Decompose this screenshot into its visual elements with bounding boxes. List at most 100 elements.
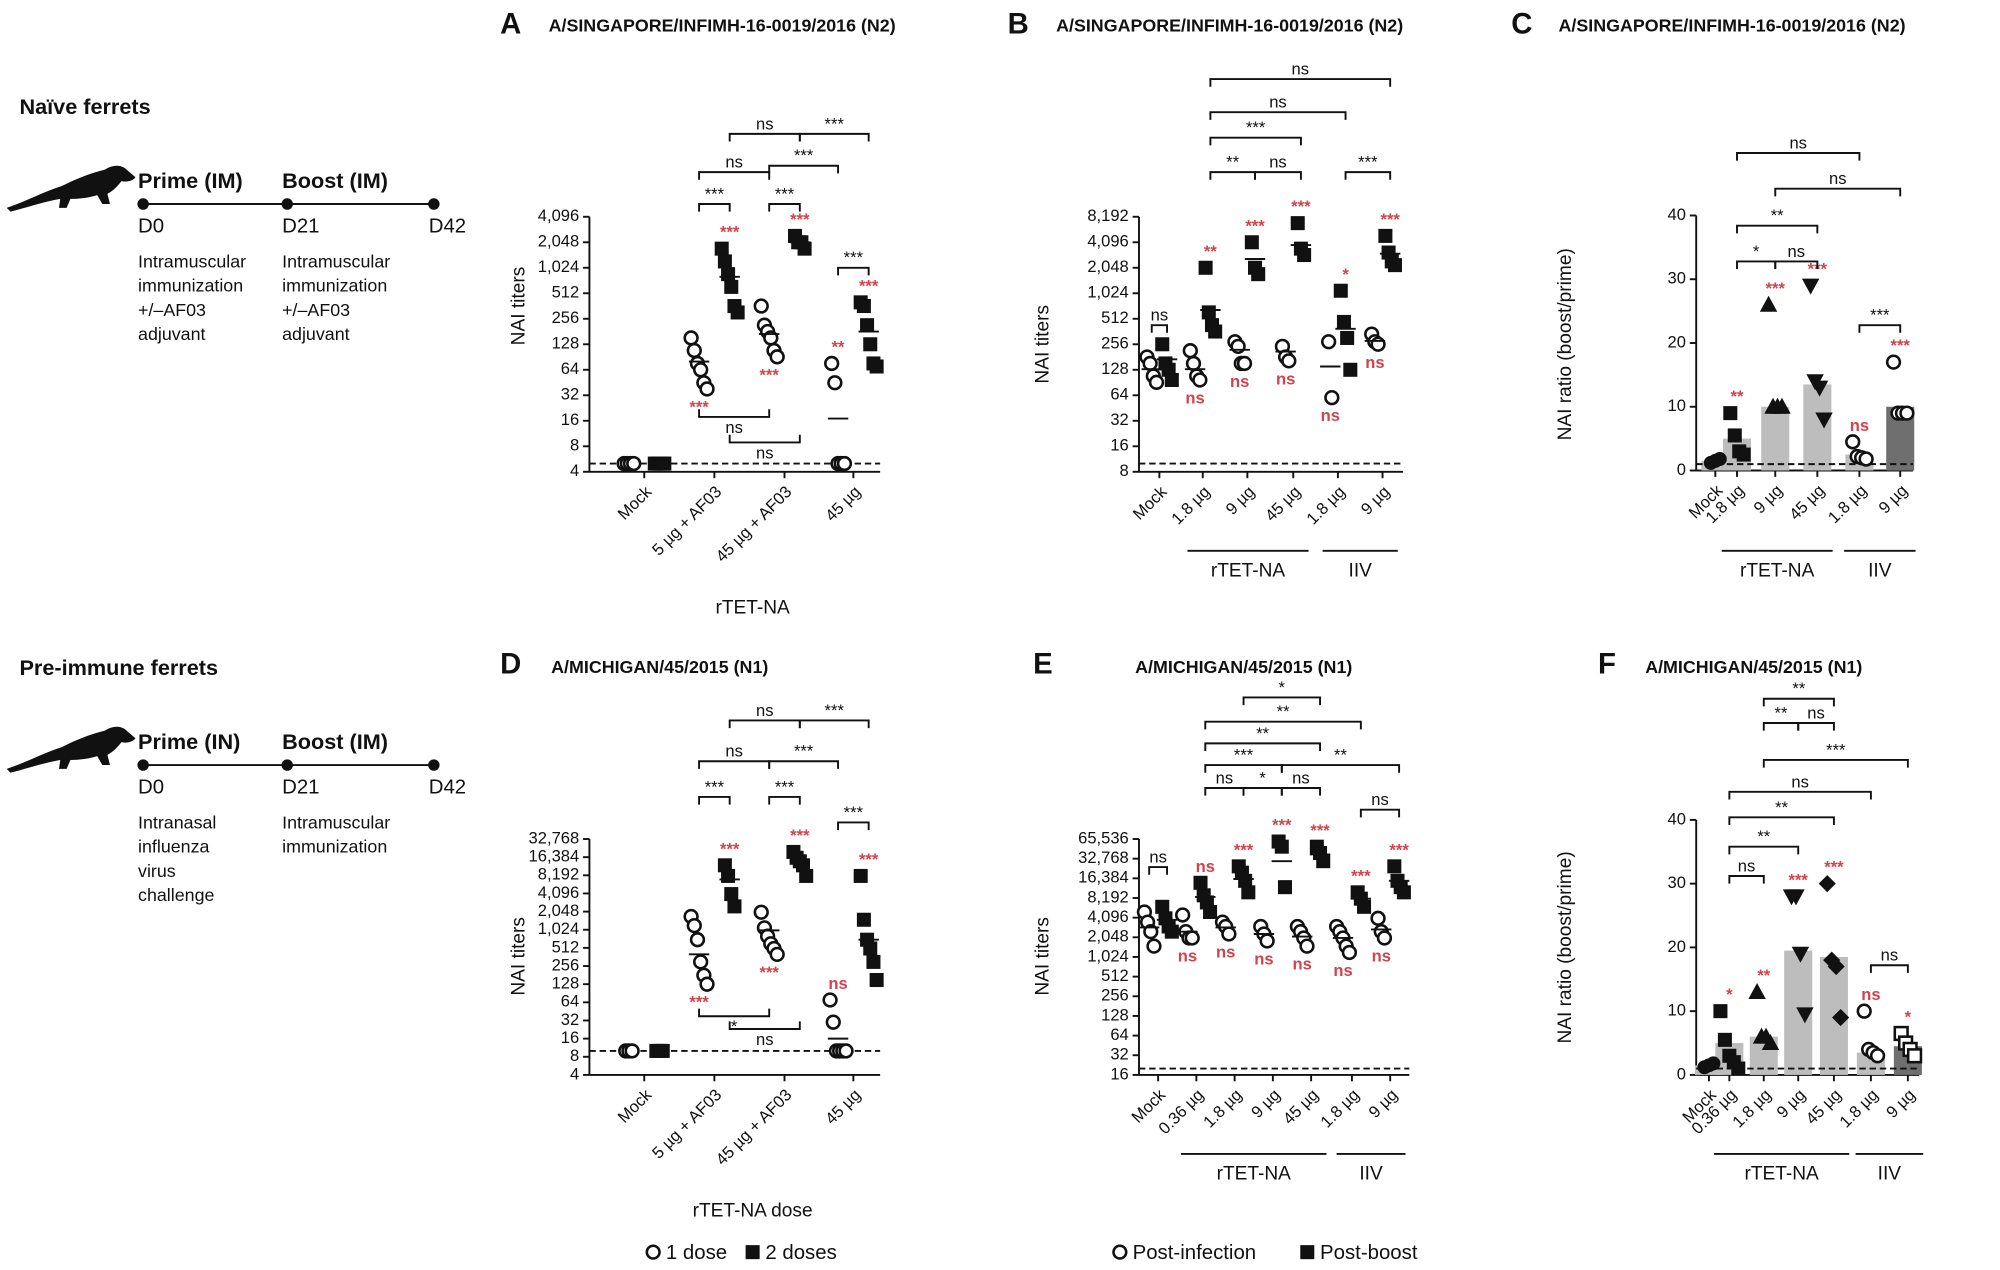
panel-title: A/SINGAPORE/INFIMH-16-0019/2016 (N2) — [1056, 15, 1403, 35]
bracket — [768, 164, 840, 174]
significance-label: *** — [720, 223, 740, 242]
significance-label: ns — [1372, 946, 1391, 965]
significance-label: *** — [1789, 870, 1809, 889]
group-label: rTET-NA — [1744, 1163, 1819, 1184]
point — [1827, 957, 1845, 976]
bracket — [1736, 260, 1777, 270]
bracket-label: *** — [1826, 740, 1846, 759]
point — [1333, 283, 1348, 298]
bracket-label: ns — [1807, 703, 1824, 722]
point — [863, 337, 878, 352]
bracket — [1280, 764, 1401, 773]
significance-label: *** — [1891, 336, 1911, 355]
legend-label: 2 doses — [765, 1242, 836, 1264]
bracket — [1728, 875, 1765, 884]
y-tick-label: 512 — [1101, 308, 1129, 327]
y-tick-label: 4,096 — [1087, 232, 1128, 251]
point — [1712, 452, 1727, 467]
point — [769, 946, 785, 963]
x-tick-label: 1.8 µg — [1729, 1085, 1775, 1131]
bracket — [837, 821, 870, 831]
bracket-label: ns — [756, 114, 774, 133]
panel-letter: E — [1033, 647, 1053, 680]
point — [1845, 434, 1861, 450]
y-tick-label: 256 — [1101, 334, 1129, 353]
point — [721, 868, 736, 883]
bracket-label: ** — [1256, 724, 1269, 743]
significance-label: *** — [859, 850, 879, 869]
significance-label: *** — [689, 397, 709, 416]
point — [1706, 1056, 1721, 1071]
bracket-label: ns — [1788, 242, 1806, 261]
y-tick-label: 128 — [552, 974, 580, 993]
significance-label: *** — [1234, 840, 1254, 859]
point — [853, 868, 868, 883]
significance-label: *** — [1351, 866, 1371, 885]
bracket — [837, 266, 870, 276]
point — [1748, 983, 1766, 1000]
group-label: rTET-NA — [1217, 1163, 1292, 1184]
significance-label: ns — [828, 974, 847, 993]
significance-label: *** — [1272, 816, 1292, 835]
step-label: Prime (IM) — [138, 168, 243, 193]
significance-label: *** — [1824, 858, 1844, 877]
group-label: IIV — [1359, 1163, 1383, 1184]
point — [1238, 873, 1253, 888]
bar — [1761, 406, 1790, 471]
y-tick-label: 8 — [570, 436, 579, 455]
point — [1336, 314, 1351, 329]
y-tick-label: 1,024 — [1087, 946, 1128, 965]
bracket — [728, 1021, 801, 1030]
timeline-heading: Pre-immune ferrets — [19, 655, 218, 680]
step-note: adjuvant — [138, 324, 206, 344]
bracket-label: ns — [1269, 93, 1287, 112]
step-label: Boost (IM) — [282, 729, 388, 754]
bracket-label: ns — [756, 701, 774, 720]
point — [1203, 904, 1218, 920]
bracket-label: ns — [1269, 153, 1287, 172]
point — [838, 1043, 854, 1059]
x-tick-label: 9 µg — [1882, 1085, 1918, 1121]
ferret-icon — [6, 165, 136, 212]
panel-letter: C — [1511, 7, 1532, 40]
bracket-label: ** — [1775, 798, 1788, 817]
legend-marker — [1300, 1245, 1315, 1260]
point — [1146, 938, 1162, 954]
point — [856, 299, 871, 314]
point — [1787, 889, 1805, 906]
step-label: Prime (IN) — [138, 729, 240, 754]
point — [1376, 930, 1393, 946]
point — [624, 1043, 640, 1059]
point — [1148, 374, 1165, 390]
significance-label: * — [1342, 265, 1349, 284]
group-label: rTET-NA — [1211, 560, 1286, 581]
step-note: Intramuscular — [138, 251, 246, 271]
step-day: D21 — [282, 215, 319, 237]
point — [1357, 899, 1372, 914]
point — [724, 887, 739, 902]
y-tick-label: 32 — [561, 1010, 579, 1029]
bracket-label: ns — [1292, 60, 1310, 79]
point — [1277, 880, 1292, 895]
x-tick-label: 1.8 µg — [1168, 482, 1214, 528]
panel-title: A/MICHIGAN/45/2015 (N1) — [551, 657, 768, 677]
bracket — [1359, 808, 1401, 818]
point — [1713, 1004, 1728, 1019]
panel-title: A/SINGAPORE/INFIMH-16-0019/2016 (N2) — [1558, 15, 1905, 35]
bracket-label: ns — [725, 418, 743, 437]
bracket-label: ns — [1371, 790, 1388, 809]
point — [1810, 380, 1829, 397]
x-tick-label: 1.8 µg — [1317, 1085, 1363, 1131]
point — [714, 241, 729, 256]
point — [693, 362, 709, 378]
step-note: influenza — [138, 837, 210, 857]
point — [1731, 1061, 1746, 1076]
bracket-label: *** — [1246, 118, 1266, 137]
point — [1185, 355, 1202, 372]
step-day: D0 — [138, 776, 164, 798]
point — [1773, 397, 1791, 414]
y-tick-label: 10 — [1668, 396, 1686, 415]
y-tick-label: 10 — [1668, 1001, 1686, 1020]
